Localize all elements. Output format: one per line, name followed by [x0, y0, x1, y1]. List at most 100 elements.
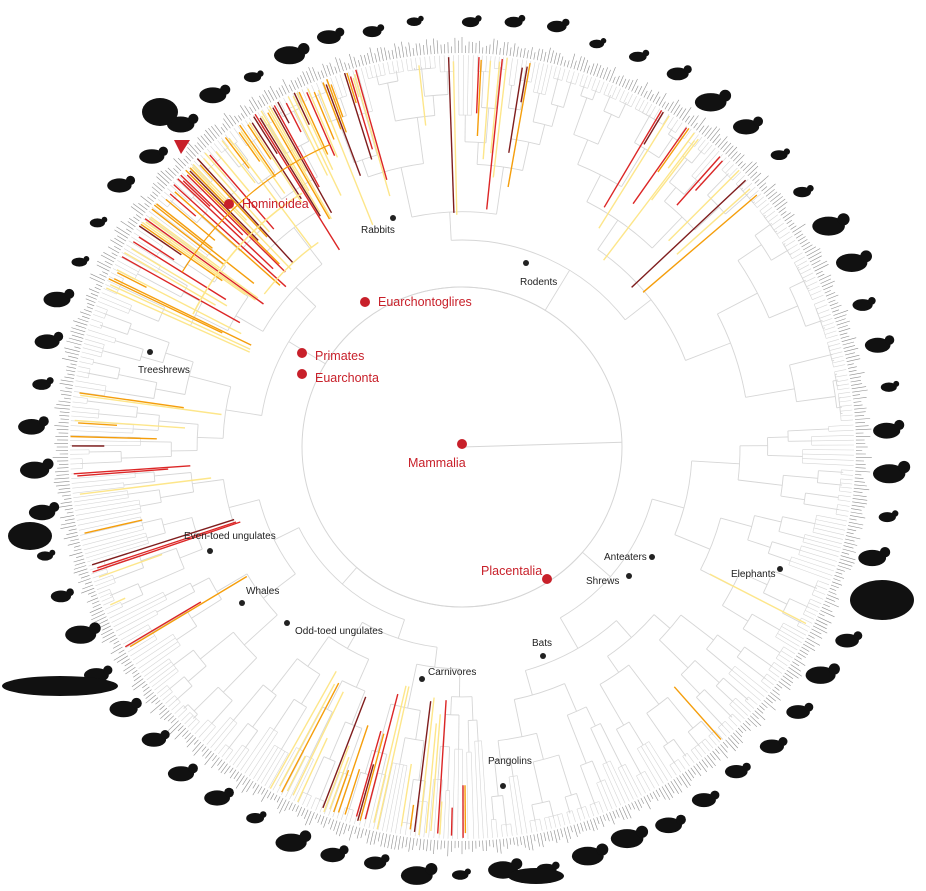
highlight-clade-labels: Hominoidea Euarchontoglires Primates Eua…	[224, 197, 552, 584]
squirrel-icon-body	[204, 790, 230, 806]
species-tick	[120, 220, 134, 230]
species-tick	[76, 555, 84, 558]
leaf-branch	[768, 214, 778, 223]
species-tick	[844, 347, 859, 352]
rabbit-icon-head	[297, 43, 310, 55]
species-tick	[102, 625, 112, 631]
internal-branch	[597, 219, 619, 250]
species-tick	[687, 115, 695, 125]
leaf-branch	[225, 750, 234, 760]
internal-branch	[789, 353, 833, 366]
internal-join	[395, 115, 435, 122]
leaf-branch	[814, 523, 846, 531]
leaf-branch	[114, 264, 137, 276]
leaf-branch	[802, 272, 814, 279]
leaf-branch	[585, 806, 590, 818]
rat-icon-head	[783, 148, 790, 155]
leaf-branch	[798, 264, 810, 271]
species-tick	[815, 619, 828, 626]
species-tick	[430, 45, 432, 55]
species-tick	[547, 831, 550, 842]
leaf-branch	[241, 122, 254, 141]
internal-branch	[767, 436, 789, 439]
leaf-join	[761, 673, 768, 682]
deer-icon	[89, 216, 108, 228]
species-tick	[823, 285, 834, 291]
leaf-branch	[144, 658, 170, 677]
species-tick	[408, 42, 411, 57]
internal-branch	[496, 166, 504, 215]
whale-icon-head	[853, 631, 863, 641]
species-tick	[86, 597, 99, 603]
internal-branch	[753, 201, 756, 204]
species-tick	[415, 43, 418, 56]
species-tick	[673, 104, 681, 115]
internal-branch	[397, 619, 405, 639]
species-tick	[364, 54, 367, 65]
heat-branch	[337, 725, 369, 813]
rabbit-icon-body	[274, 46, 305, 65]
species-tick	[183, 158, 189, 164]
internal-branch	[805, 319, 823, 327]
leaf-join	[819, 318, 827, 339]
rodents-node	[523, 260, 529, 266]
seal-icon-body	[28, 504, 56, 521]
leaf-branch	[634, 97, 641, 109]
primates-heat-arc	[181, 144, 330, 273]
heat-branch	[349, 76, 374, 150]
leaf-branch	[819, 314, 831, 319]
leaf-branch	[817, 309, 830, 315]
species-tick	[570, 825, 573, 833]
species-tick	[412, 838, 415, 850]
species-tick	[102, 271, 109, 275]
species-tick	[317, 814, 322, 824]
leaf-branch	[85, 539, 148, 559]
leaf-branch	[840, 478, 853, 481]
internal-branch	[281, 706, 307, 750]
leaf-join	[501, 823, 511, 826]
internal-branch	[102, 350, 141, 362]
species-tick	[799, 239, 808, 245]
leaf-join	[368, 74, 386, 79]
leaf-join	[274, 744, 289, 754]
leaf-branch	[768, 669, 780, 678]
species-tick	[772, 689, 780, 696]
species-tick	[87, 591, 96, 595]
internal-branch	[147, 532, 166, 539]
leaf-branch	[171, 701, 181, 711]
species-tick	[478, 40, 480, 54]
leaf-branch	[766, 673, 777, 682]
internal-branch	[767, 454, 803, 457]
leaf-branch	[826, 334, 838, 339]
heat-branch	[323, 745, 350, 813]
internal-branch	[193, 686, 219, 712]
heat-branch	[598, 115, 670, 229]
leaf-branch	[594, 803, 599, 815]
internal-branch	[223, 148, 240, 168]
internal-branch	[400, 167, 413, 218]
internal-join	[233, 631, 258, 659]
internal-branch	[399, 737, 406, 765]
leaf-branch	[811, 435, 854, 437]
giraffe-icon-body	[805, 666, 836, 684]
beaver-icon-head	[381, 854, 390, 863]
internal-join	[368, 163, 424, 178]
species-tick	[150, 702, 163, 714]
euarchonta-label: Euarchonta	[315, 371, 379, 385]
species-tick	[56, 429, 69, 431]
species-tick	[223, 118, 231, 129]
species-tick	[583, 821, 587, 831]
species-tick	[65, 387, 73, 390]
species-tick	[57, 467, 69, 469]
leaf-join	[168, 658, 179, 672]
internal-branch	[252, 695, 277, 728]
bat-icon-body	[109, 700, 138, 718]
species-tick	[851, 508, 862, 511]
species-tick	[326, 65, 331, 76]
species-tick	[112, 643, 121, 649]
internal-branch	[192, 713, 198, 719]
species-tick	[397, 836, 401, 850]
hare-icon	[589, 38, 607, 49]
species-tick	[804, 246, 817, 254]
internal-branch	[817, 482, 843, 486]
